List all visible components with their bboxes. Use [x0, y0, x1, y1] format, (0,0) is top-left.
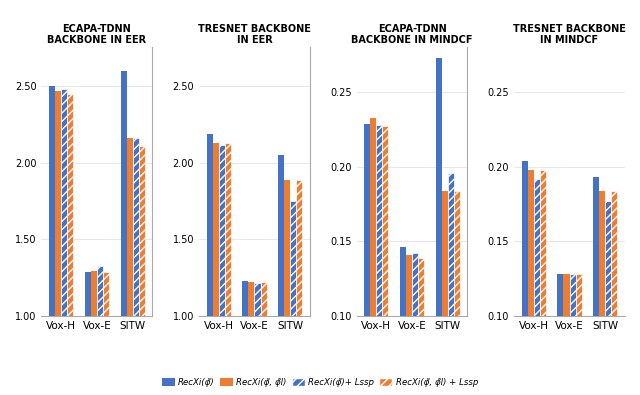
- Bar: [454, 191, 460, 316]
- Bar: [127, 138, 132, 316]
- Title: ECAPA-TDNN
BACKBONE IN EER: ECAPA-TDNN BACKBONE IN EER: [47, 24, 147, 45]
- Bar: [406, 255, 412, 316]
- Bar: [255, 283, 260, 316]
- Bar: [527, 170, 534, 316]
- Title: TRESNET BACKBONE
IN EER: TRESNET BACKBONE IN EER: [198, 24, 311, 45]
- Bar: [570, 274, 575, 316]
- Bar: [61, 89, 67, 316]
- Bar: [563, 274, 570, 316]
- Bar: [442, 191, 448, 316]
- Bar: [291, 201, 296, 316]
- Bar: [436, 58, 442, 316]
- Title: ECAPA-TDNN
BACKBONE IN MINDCF: ECAPA-TDNN BACKBONE IN MINDCF: [351, 24, 473, 45]
- Title: TRESNET BACKBONE
IN MINDCF: TRESNET BACKBONE IN MINDCF: [513, 24, 626, 45]
- Bar: [84, 272, 91, 316]
- Bar: [611, 191, 618, 316]
- Bar: [97, 266, 103, 316]
- Bar: [207, 134, 212, 316]
- Bar: [575, 274, 582, 316]
- Bar: [55, 91, 61, 316]
- Bar: [522, 161, 527, 316]
- Bar: [284, 180, 291, 316]
- Bar: [243, 281, 248, 316]
- Bar: [260, 282, 267, 316]
- Bar: [67, 94, 74, 316]
- Bar: [418, 258, 424, 316]
- Bar: [534, 179, 540, 316]
- Bar: [599, 191, 605, 316]
- Bar: [212, 143, 219, 316]
- Bar: [139, 147, 145, 316]
- Bar: [448, 173, 454, 316]
- Bar: [382, 126, 388, 316]
- Bar: [540, 170, 546, 316]
- Bar: [132, 138, 139, 316]
- Bar: [120, 71, 127, 316]
- Bar: [364, 124, 370, 316]
- Bar: [400, 247, 406, 316]
- Bar: [278, 155, 284, 316]
- Bar: [605, 201, 611, 316]
- Bar: [296, 180, 303, 316]
- Bar: [412, 253, 418, 316]
- Bar: [593, 177, 599, 316]
- Bar: [225, 143, 231, 316]
- Bar: [219, 145, 225, 316]
- Legend: RecXi(φ̃), RecXi(φ̃, φ̃l), RecXi(φ̃)+ Lssp, RecXi(φ̃, φ̃l) + Lssp: RecXi(φ̃), RecXi(φ̃, φ̃l), RecXi(φ̃)+ Ls…: [158, 375, 482, 391]
- Bar: [49, 86, 55, 316]
- Bar: [370, 118, 376, 316]
- Bar: [91, 271, 97, 316]
- Bar: [103, 272, 109, 316]
- Bar: [248, 282, 255, 316]
- Bar: [376, 125, 382, 316]
- Bar: [557, 274, 563, 316]
